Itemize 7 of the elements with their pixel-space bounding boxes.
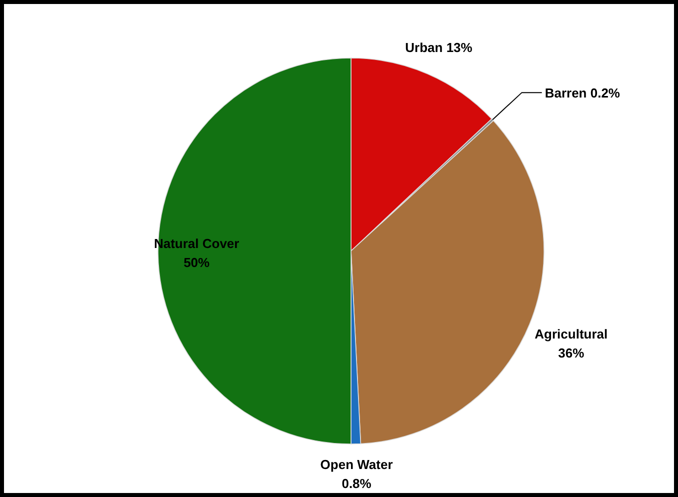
data-label: 50% (184, 255, 210, 270)
slice-label: Barren 0.2% (544, 86, 620, 101)
data-label: 36% (558, 345, 585, 360)
data-label: 0.8% (342, 476, 372, 491)
slice-label: Agricultural (534, 326, 608, 342)
slice-label: Open Water (320, 456, 393, 472)
slice-label: Urban 13% (405, 40, 473, 56)
